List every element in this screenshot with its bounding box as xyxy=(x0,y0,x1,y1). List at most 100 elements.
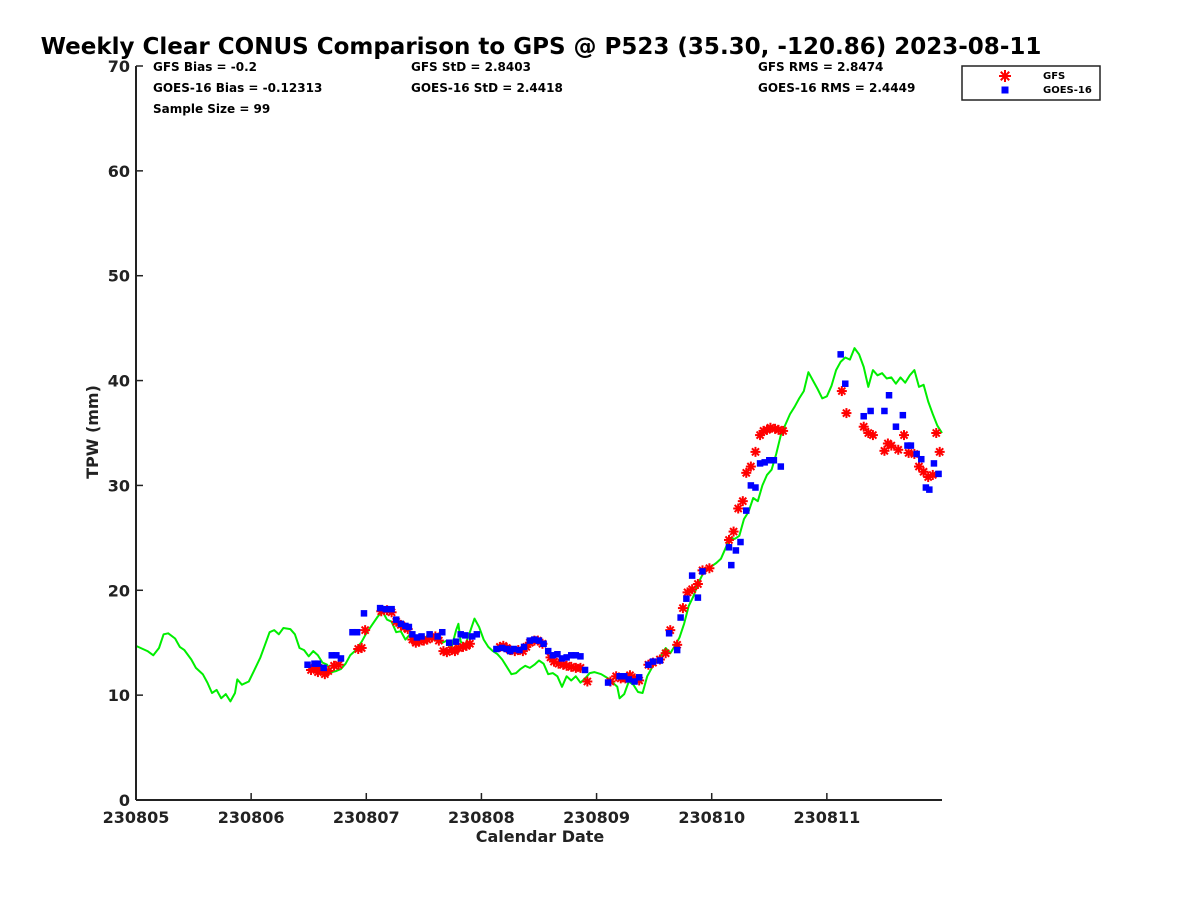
gfs-point xyxy=(660,648,671,659)
gfs-point xyxy=(356,642,367,653)
y-tick-label: 60 xyxy=(108,162,130,181)
goes16-point xyxy=(904,442,911,449)
goes16-point xyxy=(656,657,664,664)
goes16-point xyxy=(468,633,476,640)
goes16-point xyxy=(434,633,441,640)
goes16-point xyxy=(503,645,511,653)
goes16-point xyxy=(540,640,547,648)
goes16-point xyxy=(457,631,464,638)
goes16-point xyxy=(392,616,400,623)
goes16-point xyxy=(620,673,628,680)
goes16-point xyxy=(531,636,538,643)
gfs-point xyxy=(899,430,910,441)
goes16-point xyxy=(473,631,481,638)
gfs-series xyxy=(306,386,945,687)
goes16-point xyxy=(397,620,405,628)
goes16-point xyxy=(402,622,409,630)
goes16-point xyxy=(645,661,652,668)
gps-line-series xyxy=(135,347,943,703)
gfs-point xyxy=(745,461,756,472)
gfs-point xyxy=(750,446,761,457)
gfs-point xyxy=(886,440,897,451)
y-ticks: 0 10 20 30 40 50 60 70 xyxy=(108,57,143,810)
goes16-point xyxy=(694,594,702,601)
goes16-point xyxy=(581,666,589,674)
y-tick-label: 20 xyxy=(108,581,130,600)
goes16-series xyxy=(304,351,942,686)
goes16-point xyxy=(526,637,534,644)
statistics-annotations: GFS Bias = -0.2 GFS StD = 2.8403 GFS RMS =… xyxy=(153,60,915,116)
chart-title: Weekly Clear CONUS Comparison to GPS @ P… xyxy=(41,34,1042,60)
gfs-point xyxy=(733,503,744,514)
gfs-point xyxy=(858,421,869,432)
goes16-point xyxy=(493,645,500,653)
goes16-point xyxy=(554,650,561,658)
gfs-point xyxy=(918,466,929,477)
goes16-point xyxy=(426,631,433,638)
goes16-point xyxy=(413,634,421,641)
y-tick-label: 70 xyxy=(108,57,130,76)
goes16-point xyxy=(558,655,566,662)
y-tick-label: 40 xyxy=(108,372,130,391)
stat-label: GOES-16 Bias = -0.12313 xyxy=(153,81,322,95)
goes16-point xyxy=(867,407,874,415)
goes16-point xyxy=(563,654,570,661)
stat-label: GFS StD = 2.8403 xyxy=(411,60,531,74)
goes16-point xyxy=(349,628,356,636)
goes16-point xyxy=(677,614,684,621)
gps-tpw-line xyxy=(135,347,943,703)
stat-label: GFS RMS = 2.8474 xyxy=(758,60,883,74)
goes16-point xyxy=(409,631,416,638)
goes16-point xyxy=(737,538,744,546)
goes16-point xyxy=(314,660,322,667)
goes16-point xyxy=(728,561,735,569)
x-axis-label: Calendar Date xyxy=(476,827,605,846)
goes16-point xyxy=(549,652,557,659)
gfs-point xyxy=(677,603,688,614)
gfs-point xyxy=(728,526,739,537)
goes16-point xyxy=(388,605,395,613)
gfs-point xyxy=(893,444,904,455)
goes16-point xyxy=(498,644,506,652)
goes16-point xyxy=(445,639,453,646)
gfs-point xyxy=(836,386,847,397)
gfs-point xyxy=(575,662,586,673)
goes16-point xyxy=(683,595,690,602)
goes16-point xyxy=(688,572,696,579)
goes16-point xyxy=(922,484,930,491)
goes16-point xyxy=(926,486,933,493)
goes16-point xyxy=(732,547,740,554)
y-tick-label: 30 xyxy=(108,476,130,495)
gfs-point xyxy=(360,625,371,636)
stat-label: Sample Size = 99 xyxy=(153,102,270,116)
goes16-point xyxy=(439,628,446,636)
goes16-point xyxy=(625,676,633,683)
gfs-point xyxy=(692,578,703,589)
legend-box xyxy=(961,65,1101,101)
gfs-point xyxy=(841,408,852,419)
gfs-point xyxy=(704,563,715,574)
y-tick-label: 0 xyxy=(119,791,130,810)
goes16-point xyxy=(462,632,469,639)
goes16-point xyxy=(516,646,523,654)
stat-label: GOES-16 StD = 2.4418 xyxy=(411,81,563,95)
legend-goes16-marker xyxy=(1001,86,1009,94)
goes16-point xyxy=(837,351,844,358)
goes16-point xyxy=(881,407,888,415)
goes16-point xyxy=(935,470,942,478)
goes16-point xyxy=(766,457,773,464)
goes16-point xyxy=(777,463,785,470)
goes16-point xyxy=(337,655,345,662)
gfs-point xyxy=(464,638,475,649)
gfs-point xyxy=(934,446,945,457)
goes16-point xyxy=(360,610,368,617)
goes16-point xyxy=(577,653,584,660)
goes16-point xyxy=(418,633,425,640)
goes16-point xyxy=(320,664,327,672)
goes16-point xyxy=(673,646,681,654)
y-tick-label: 50 xyxy=(108,267,130,286)
gfs-point xyxy=(737,496,748,507)
goes16-point xyxy=(899,411,907,419)
goes16-point xyxy=(567,652,575,659)
